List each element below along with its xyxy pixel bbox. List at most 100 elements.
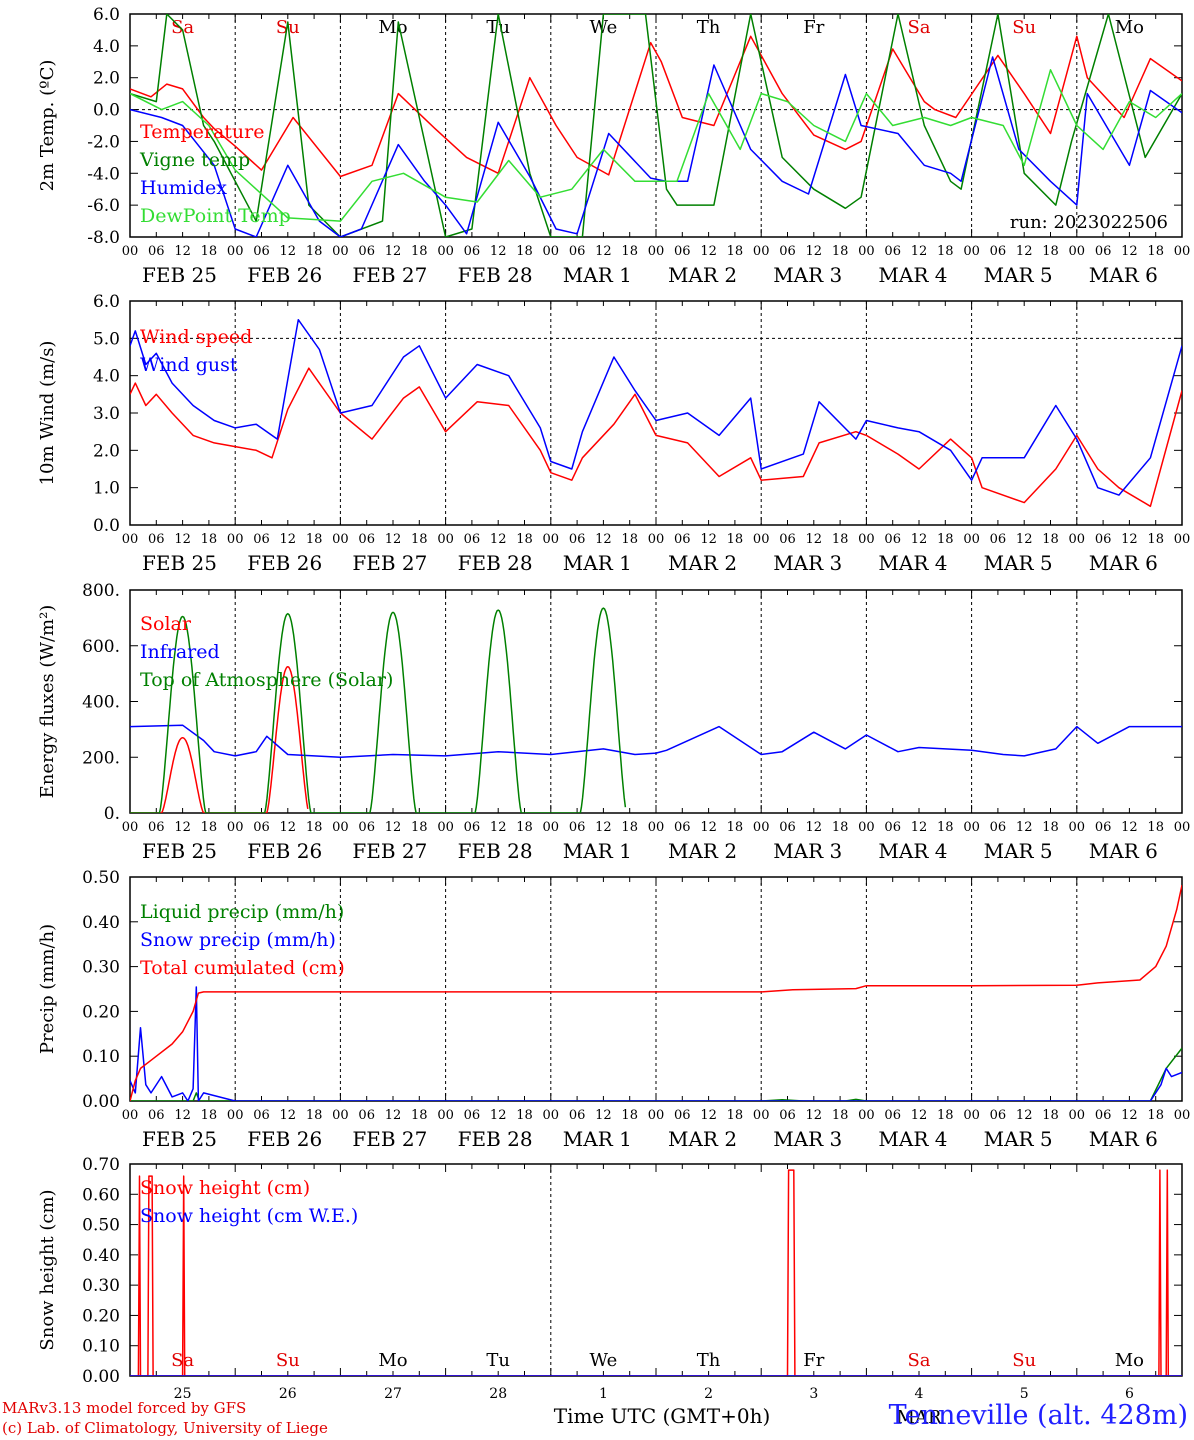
hour-tick-label: 00 [332, 532, 349, 547]
hour-tick-label: 18 [937, 820, 954, 835]
hour-tick-label: 06 [674, 244, 691, 259]
hour-tick-label: 00 [437, 532, 454, 547]
hour-tick-label: 12 [490, 820, 507, 835]
hour-tick-label: 06 [358, 532, 375, 547]
hour-tick-label: 00 [753, 1108, 770, 1123]
hour-tick-label: 18 [621, 820, 638, 835]
date-label: FEB 26 [247, 551, 322, 575]
panel-3: 00 06 12 18 00 06 12 18 00 06 12 18 00 06 12 18 00 06 12 18… [37, 581, 1190, 863]
day-name-label: Mo [1115, 1350, 1144, 1371]
hour-tick-label: 12 [806, 1108, 823, 1123]
panel-1: 00 06 12 18 00 06 12 18 00 06 12 18 00 06 12 18 00 06 12 18… [37, 5, 1190, 287]
hour-tick-label: 18 [832, 244, 849, 259]
date-label: MAR 1 [563, 551, 632, 575]
hour-tick-label: 12 [385, 1108, 402, 1123]
y-tick-label: 0.20 [82, 1002, 120, 1022]
hour-tick-label: 18 [937, 532, 954, 547]
y-tick-label: 3.0 [93, 404, 120, 424]
panel-frame [129, 300, 1183, 526]
hour-tick-label: 06 [884, 1108, 901, 1123]
hour-tick-label: 06 [148, 532, 165, 547]
hour-tick-label: 18 [1042, 244, 1059, 259]
y-tick-label: 4.0 [93, 37, 120, 57]
date-label: FEB 25 [142, 1127, 217, 1151]
date-label: MAR 6 [1089, 1127, 1158, 1151]
y-tick-label: 0.40 [82, 1246, 120, 1266]
day-name-label: Sa [171, 17, 194, 38]
date-label: MAR 5 [984, 839, 1053, 863]
hour-tick-label: 00 [122, 1108, 139, 1123]
x-axis-label: Time UTC (GMT+0h) [554, 1404, 771, 1428]
legend-entry: Vigne temp [139, 149, 250, 171]
hour-tick-label: 06 [1095, 532, 1112, 547]
date-label: MAR 6 [1089, 839, 1158, 863]
series-line-wind-speed [130, 367, 1182, 508]
hour-tick-label: 18 [937, 1108, 954, 1123]
hour-tick-label: 12 [700, 820, 717, 835]
hour-tick-label: 00 [227, 244, 244, 259]
hour-tick-label: 18 [1147, 532, 1164, 547]
hour-tick-label: 18 [516, 820, 533, 835]
hour-tick-label: 06 [464, 244, 481, 259]
date-label: MAR 6 [1089, 263, 1158, 287]
hour-tick-label: 12 [1016, 532, 1033, 547]
hour-tick-label: 12 [490, 244, 507, 259]
panel-5: 0.70 0.60 0.50 0.40 0.30 0.20 0.10 0.00 Snow hei… [37, 1155, 1183, 1428]
hour-tick-label: 00 [332, 820, 349, 835]
hour-tick-label: 06 [674, 532, 691, 547]
model-credit: MARv3.13 model forced by GFS [2, 1399, 247, 1417]
day-number-label: 4 [915, 1386, 924, 1402]
panel-frame [129, 589, 1183, 814]
month-label: MAR [897, 1407, 942, 1428]
day-number-label: 5 [1020, 1386, 1029, 1402]
hour-tick-label: 12 [700, 532, 717, 547]
day-name-label: Fr [803, 1350, 824, 1371]
y-tick-label: 0.10 [82, 1337, 120, 1357]
hour-tick-label: 18 [306, 820, 323, 835]
date-label: FEB 27 [352, 1127, 427, 1151]
series-line-humidex [130, 56, 1182, 237]
hour-tick-label: 06 [990, 532, 1007, 547]
hour-tick-label: 06 [464, 1108, 481, 1123]
y-tick-label: 0.10 [82, 1047, 120, 1067]
hour-tick-label: 18 [1147, 820, 1164, 835]
hour-tick-label: 00 [1174, 244, 1191, 259]
day-name-label: Sa [907, 1350, 930, 1371]
day-name-label: Th [697, 1350, 721, 1371]
hour-tick-label: 12 [1016, 820, 1033, 835]
date-label: MAR 1 [563, 1127, 632, 1151]
day-name-label: Tu [486, 17, 510, 38]
date-label: MAR 5 [984, 1127, 1053, 1151]
date-label: MAR 2 [668, 551, 737, 575]
y-axis-label: 10m Wind (m/s) [37, 341, 58, 486]
hour-tick-label: 00 [963, 1108, 980, 1123]
hour-tick-label: 06 [464, 532, 481, 547]
hour-tick-label: 12 [174, 820, 191, 835]
y-tick-label: -2.0 [87, 132, 120, 152]
date-label: MAR 3 [773, 551, 842, 575]
series-group [130, 1169, 1182, 1376]
hour-tick-label: 18 [727, 244, 744, 259]
hour-tick-label: 00 [648, 1108, 665, 1123]
y-tick-label: 2.0 [93, 69, 120, 89]
hour-tick-label: 06 [674, 820, 691, 835]
hour-tick-label: 12 [911, 244, 928, 259]
hour-tick-label: 00 [858, 244, 875, 259]
hour-tick-label: 00 [543, 820, 560, 835]
legend-entry: Humidex [140, 177, 227, 199]
legend-entry: Top of Atmosphere (Solar) [140, 669, 393, 691]
hour-tick-label: 18 [727, 1108, 744, 1123]
legend-entry: Infrared [140, 641, 220, 663]
hour-tick-label: 06 [464, 820, 481, 835]
hour-tick-label: 00 [648, 820, 665, 835]
date-label: MAR 1 [563, 263, 632, 287]
hour-tick-label: 00 [1174, 1108, 1191, 1123]
date-label: MAR 3 [773, 839, 842, 863]
hour-tick-label: 12 [174, 244, 191, 259]
hour-tick-label: 18 [306, 244, 323, 259]
date-label: MAR 4 [878, 263, 947, 287]
date-label: FEB 28 [458, 551, 533, 575]
hour-tick-label: 00 [543, 1108, 560, 1123]
date-label: FEB 27 [352, 839, 427, 863]
hour-tick-label: 12 [1121, 820, 1138, 835]
